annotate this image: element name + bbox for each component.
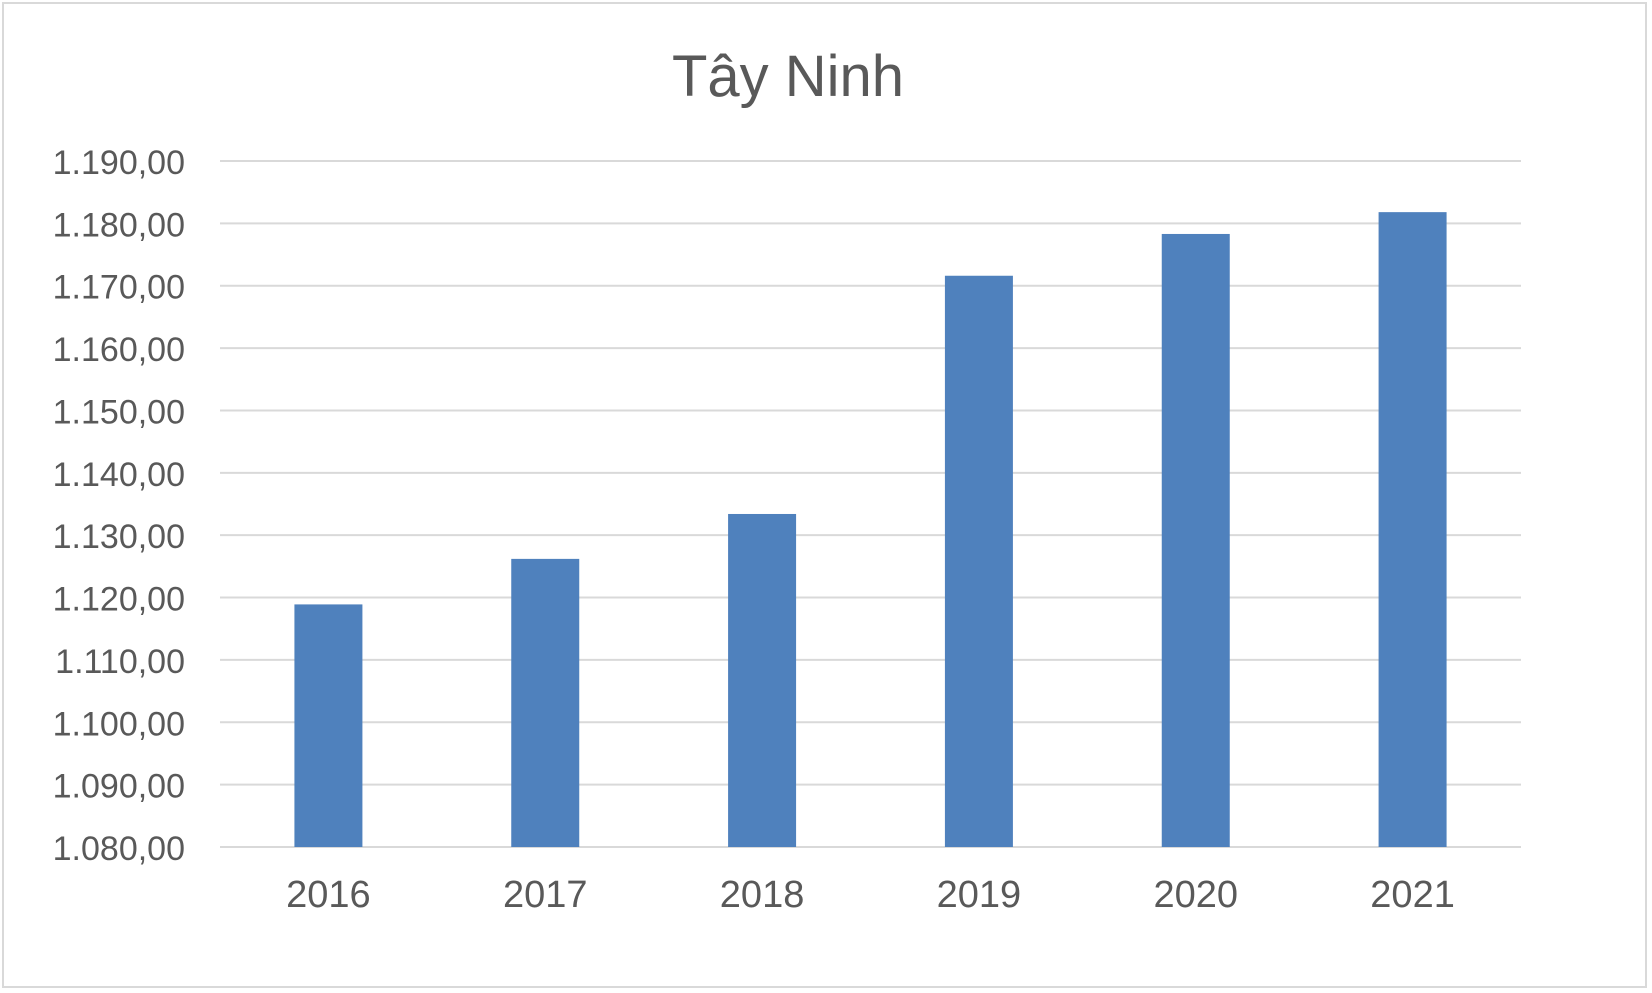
y-tick-label: 1.170,00	[53, 269, 185, 307]
chart-title: Tây Ninh	[672, 44, 904, 109]
bar-2019	[944, 275, 1013, 847]
x-tick-label: 2018	[720, 874, 805, 916]
bar-2016	[294, 604, 363, 847]
bar-2021	[1378, 212, 1447, 847]
bar-2020	[1161, 233, 1230, 847]
bar-2018	[728, 513, 797, 847]
bars	[294, 212, 1447, 847]
y-tick-label: 1.120,00	[53, 581, 185, 619]
y-tick-label: 1.180,00	[53, 206, 185, 244]
gridlines	[220, 160, 1521, 848]
x-tick-label: 2020	[1153, 874, 1238, 916]
x-tick-label: 2016	[286, 874, 371, 916]
y-tick-label: 1.080,00	[53, 830, 185, 868]
y-tick-label: 1.090,00	[53, 768, 185, 806]
y-tick-label: 1.110,00	[55, 643, 185, 681]
x-tick-label: 2019	[937, 874, 1022, 916]
x-tick-label: 2021	[1370, 874, 1455, 916]
y-tick-label: 1.160,00	[53, 331, 185, 369]
y-tick-label: 1.140,00	[53, 456, 185, 494]
bar-2017	[511, 558, 580, 847]
y-tick-label: 1.130,00	[53, 518, 185, 556]
y-tick-label: 1.100,00	[53, 705, 185, 743]
y-tick-label: 1.190,00	[53, 144, 185, 182]
bar-chart: Tây Ninh 1.080,00 1.090,00 1.100,00 1.110,0…	[53, 44, 1521, 916]
x-axis-tick-labels: 2016 2017 2018 2019 2020 2021	[286, 874, 1455, 916]
y-tick-label: 1.150,00	[53, 393, 185, 431]
y-axis-tick-labels: 1.080,00 1.090,00 1.100,00 1.110,00 1.120,00…	[53, 144, 185, 868]
x-tick-label: 2017	[503, 874, 588, 916]
